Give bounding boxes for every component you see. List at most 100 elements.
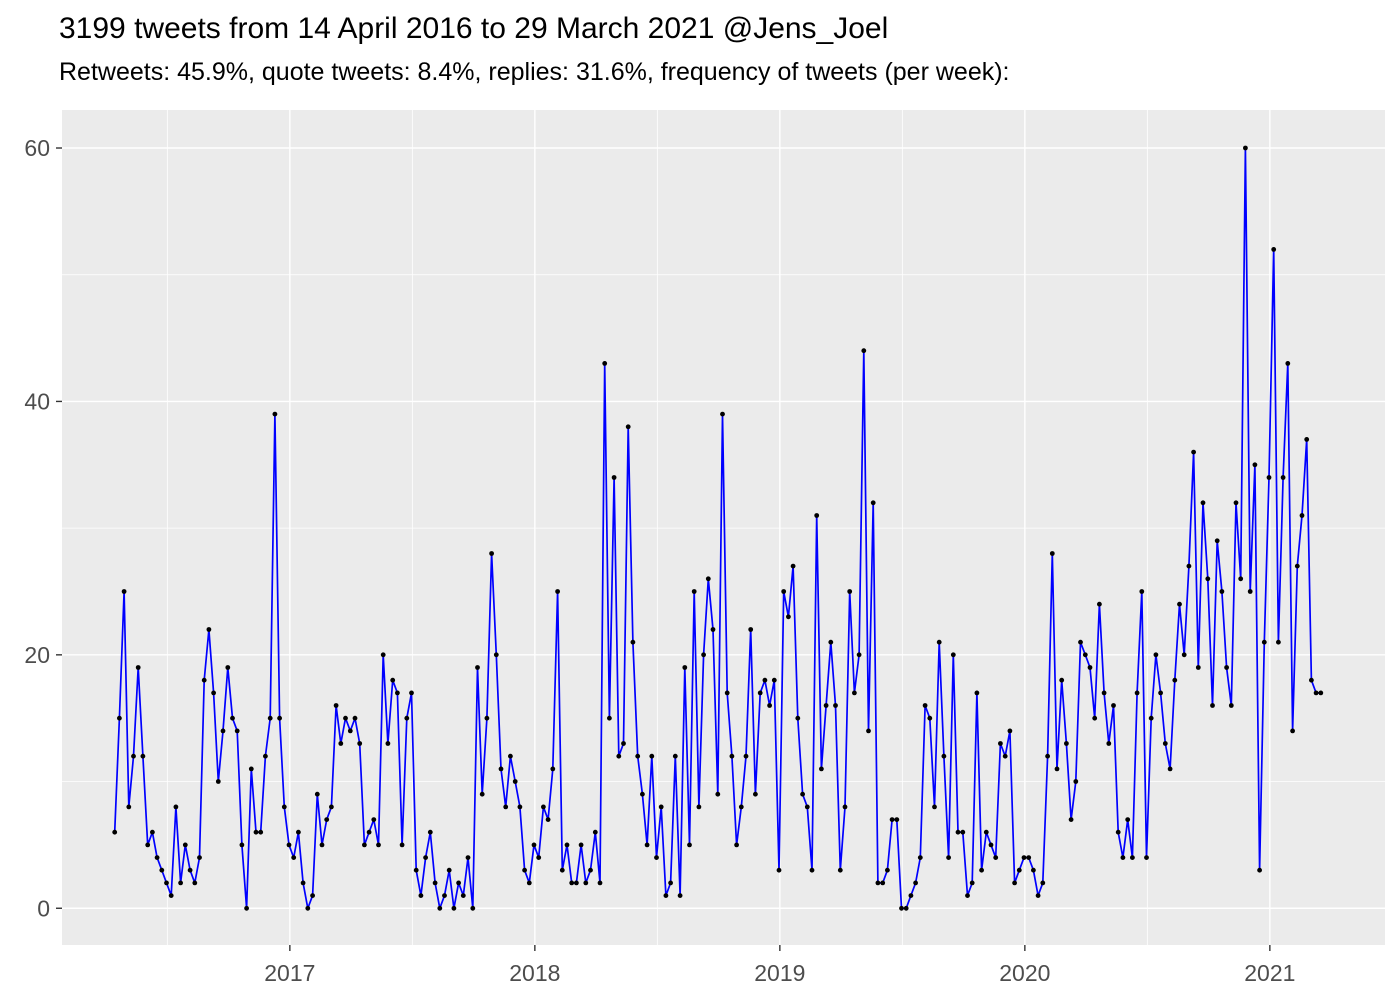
data-point (1276, 639, 1281, 645)
data-point (489, 551, 494, 556)
data-point (201, 677, 207, 683)
data-point (828, 639, 834, 645)
data-point (1002, 753, 1008, 759)
data-point (621, 741, 626, 746)
data-point (1040, 880, 1046, 886)
data-point (281, 804, 287, 810)
data-point (1181, 652, 1187, 658)
data-point (1125, 817, 1131, 822)
data-point (1162, 741, 1168, 746)
data-point (663, 893, 669, 898)
data-point (1177, 601, 1182, 607)
data-point (640, 791, 645, 797)
data-point (154, 855, 160, 860)
data-point (899, 905, 904, 911)
data-point (531, 842, 537, 848)
data-point (1252, 462, 1258, 468)
data-point (451, 905, 457, 911)
data-point (941, 753, 947, 759)
data-point (1026, 855, 1032, 860)
data-point (1200, 500, 1206, 506)
data-point (150, 829, 155, 835)
data-point (1318, 690, 1324, 696)
data-point (131, 753, 136, 759)
data-point (168, 893, 174, 898)
data-point (847, 589, 853, 594)
data-point (446, 867, 452, 873)
data-point (164, 880, 169, 886)
data-point (437, 905, 443, 911)
data-point (324, 817, 330, 822)
data-point (800, 791, 805, 797)
data-point (1280, 475, 1286, 480)
data-point (753, 791, 758, 797)
data-point (1271, 247, 1277, 252)
data-point (715, 791, 721, 797)
data-point (1049, 551, 1055, 556)
data-point (1148, 715, 1154, 721)
data-point (329, 804, 334, 810)
data-point (908, 893, 914, 898)
chart-title: 3199 tweets from 14 April 2016 to 29 Mar… (59, 12, 889, 45)
data-point (630, 639, 636, 645)
data-point (677, 893, 683, 898)
data-point (197, 855, 202, 860)
data-point (1139, 589, 1145, 594)
data-point (682, 665, 688, 670)
data-point (574, 880, 579, 886)
y-axis-label: 20 (24, 642, 50, 668)
data-point (159, 867, 165, 873)
data-point (230, 715, 235, 721)
data-point (1087, 665, 1093, 670)
data-point (809, 867, 815, 873)
data-point (423, 855, 428, 860)
data-point (1195, 665, 1201, 670)
data-point (866, 728, 871, 734)
data-point (140, 753, 146, 759)
data-point (376, 842, 381, 848)
data-point (399, 842, 405, 848)
data-point (1101, 690, 1107, 696)
data-point (597, 880, 603, 886)
data-point (248, 766, 254, 772)
data-point (300, 880, 306, 886)
data-point (1172, 677, 1178, 683)
data-point (239, 842, 245, 848)
data-point (823, 703, 829, 708)
data-point (1309, 677, 1314, 683)
data-point (724, 690, 730, 696)
data-point (875, 880, 881, 886)
data-point (427, 829, 433, 835)
data-point (819, 766, 824, 772)
y-axis-label: 40 (24, 388, 50, 414)
data-point (564, 842, 570, 848)
data-point (380, 652, 386, 658)
data-point (135, 665, 141, 670)
data-point (720, 411, 725, 417)
data-point (880, 880, 886, 886)
data-point (1219, 589, 1225, 594)
data-point (588, 867, 593, 873)
data-point (215, 779, 221, 784)
data-point (390, 677, 396, 683)
data-point (771, 677, 777, 683)
data-point (305, 905, 311, 911)
data-point (738, 804, 744, 810)
data-point (889, 817, 895, 822)
data-point (1130, 855, 1135, 860)
data-point (1016, 867, 1022, 873)
data-point (705, 576, 711, 582)
data-point (974, 690, 980, 696)
data-point (569, 880, 575, 886)
data-point (870, 500, 876, 506)
data-point (1290, 728, 1295, 734)
data-point (1238, 576, 1244, 582)
data-point (913, 880, 918, 886)
data-point (837, 867, 843, 873)
data-point (366, 829, 372, 835)
data-point (885, 867, 890, 873)
plot-panel (62, 110, 1385, 945)
data-point (182, 842, 188, 848)
